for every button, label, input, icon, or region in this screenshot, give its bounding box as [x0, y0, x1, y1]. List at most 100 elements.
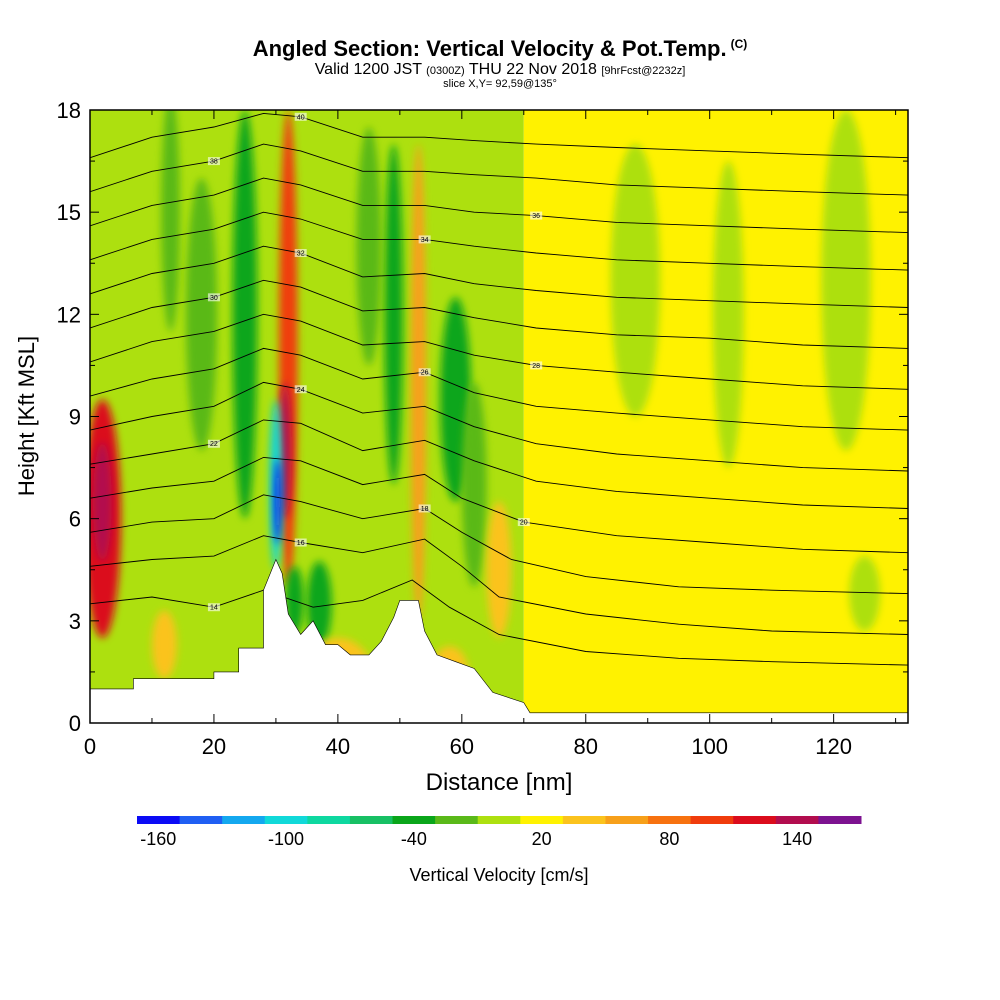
velocity-cell: [384, 144, 403, 485]
contour-label: 20: [520, 520, 528, 527]
colorbar-swatch: [349, 816, 394, 824]
velocity-cell: [356, 127, 382, 366]
colorbar-swatch: [648, 816, 692, 824]
colorbar-tick-label: -160: [140, 829, 176, 849]
contour-label: 32: [297, 251, 305, 258]
velocity-cell: [274, 459, 281, 545]
colorbar-swatch: [137, 816, 181, 824]
velocity-cell: [461, 382, 487, 587]
colorbar-tick-label: 20: [532, 829, 552, 849]
theta-contour: [90, 313, 908, 390]
contour-label-bg: [294, 385, 307, 394]
velocity-cell: [279, 382, 292, 519]
contour-label: 34: [421, 237, 429, 244]
contour-label: 28: [532, 363, 540, 370]
x-tick-label: 100: [691, 734, 728, 759]
contour-label-bg: [530, 361, 543, 370]
contour-label-bg: [294, 249, 307, 258]
velocity-cell: [232, 110, 258, 519]
velocity-cell: [610, 144, 661, 417]
velocity-cell: [93, 442, 112, 562]
contour-label-bg: [207, 293, 220, 302]
contour-label-bg: [207, 157, 220, 166]
x-tick-label: 20: [202, 734, 226, 759]
contour-label-bg: [418, 368, 431, 377]
title-main: Angled Section: Vertical Velocity & Pot.…: [252, 36, 727, 61]
contour-label: 16: [297, 540, 305, 547]
forecast-label: [9hrFcst@2232z]: [601, 65, 686, 77]
contour-label-bg: [207, 439, 220, 448]
x-axis: 0 20 40 60 80 100 120: [84, 110, 897, 759]
colorbar-tick-label: -40: [401, 829, 427, 849]
contour-label: 24: [297, 387, 305, 394]
velocity-cell: [486, 501, 512, 638]
colorbar-swatch: [392, 816, 436, 824]
valid-date: THU 22 Nov 2018: [468, 61, 597, 78]
x-tick-label: 120: [815, 734, 852, 759]
x-tick-label: 80: [574, 734, 598, 759]
y-tick-label: 9: [69, 405, 81, 430]
valid-prefix: Valid 1200 JST: [314, 61, 422, 78]
colorbar-swatch: [435, 816, 479, 824]
y-tick-label: 15: [57, 200, 81, 225]
colorbar-tick-label: -100: [268, 829, 304, 849]
colorbar-swatch: [690, 816, 734, 824]
contour-label-bg: [294, 112, 307, 121]
x-tick-label: 0: [84, 734, 96, 759]
colorbar-swatch: [307, 816, 351, 824]
contour-label: 22: [210, 441, 218, 448]
terrain-mask: [89, 558, 909, 724]
velocity-cell: [186, 178, 218, 451]
x-axis-label: Distance [nm]: [426, 769, 573, 796]
chart-title: Angled Section: Vertical Velocity & Pot.…: [0, 36, 1000, 62]
velocity-cell: [849, 556, 881, 632]
colorbar-swatch: [818, 816, 862, 824]
y-tick-label: 3: [69, 609, 81, 634]
contour-label: 36: [532, 213, 540, 220]
contour-label-bg: [207, 603, 220, 612]
contour-label: 40: [297, 114, 305, 121]
y-axis-label: Height [Kft MSL]: [14, 336, 39, 496]
slice-label: slice X,Y= 92,59@135°: [443, 78, 557, 90]
colorbar-swatch: [477, 816, 521, 824]
colorbar-tick-label: 80: [659, 829, 679, 849]
colorbar-swatch: [520, 816, 564, 824]
x-tick-label: 40: [326, 734, 350, 759]
terrain: [89, 558, 909, 724]
y-tick-label: 12: [57, 302, 81, 327]
x-tick-label: 60: [450, 734, 474, 759]
theta-contour: [90, 381, 908, 472]
contour-label-bg: [294, 538, 307, 547]
theta-contours: 14 16 18 20 22 24 26 28 30 32 34 36 38 40: [90, 112, 908, 666]
theta-contour: [90, 535, 908, 635]
theta-contour: [90, 112, 908, 159]
contour-label-bg: [517, 518, 530, 527]
velocity-cell: [712, 161, 744, 468]
theta-contour: [90, 245, 908, 308]
colorbar-swatch: [222, 816, 266, 824]
copyright-mark: (C): [730, 36, 748, 51]
colorbar: -160 -100 -40 20 80 140: [137, 816, 862, 849]
theta-contour: [90, 456, 908, 554]
y-tick-label: 0: [69, 711, 81, 736]
velocity-cell: [161, 110, 180, 332]
chart-subtitle: Valid 1200 JST (0300Z) THU 22 Nov 2018 […: [0, 61, 1000, 79]
contour-label: 14: [210, 605, 218, 612]
colorbar-swatch: [605, 816, 649, 824]
contour-label: 38: [210, 159, 218, 166]
theta-contour: [90, 177, 908, 234]
valid-utc: (0300Z): [426, 65, 465, 77]
colorbar-swatch: [179, 816, 223, 824]
contour-label-bg: [530, 211, 543, 220]
colorbar-tick-label: 140: [782, 829, 812, 849]
velocity-cell: [821, 110, 871, 451]
colorbar-swatch: [264, 816, 308, 824]
contour-label: 26: [421, 370, 429, 377]
colorbar-swatch: [733, 816, 777, 824]
velocity-cell: [410, 144, 427, 621]
colorbar-swatch: [775, 816, 819, 824]
velocity-cell: [151, 610, 177, 679]
contour-label: 30: [210, 295, 218, 302]
